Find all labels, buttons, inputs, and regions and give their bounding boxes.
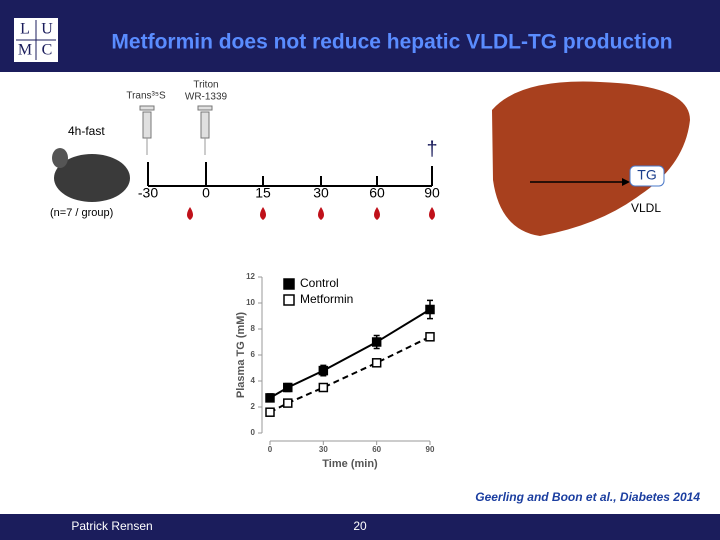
marker xyxy=(265,407,275,417)
header-bar xyxy=(0,0,720,72)
x-tick-label: 60 xyxy=(372,445,381,454)
marker xyxy=(283,398,293,408)
y-tick-label: 4 xyxy=(251,376,256,385)
mouse xyxy=(54,154,130,202)
x-axis-label: Time (min) xyxy=(322,458,378,470)
marker xyxy=(371,337,382,347)
timepoint-label: -30 xyxy=(138,185,158,201)
x-tick-label: 0 xyxy=(268,445,273,454)
inhibitor-label: Triton xyxy=(193,80,218,91)
timepoint-label: 90 xyxy=(424,185,440,201)
legend-swatch xyxy=(283,278,295,290)
series-line xyxy=(269,335,431,414)
logo-letter: U xyxy=(41,21,53,38)
chart: 0 2 4 6 8 10 12 0 30 60 90 Plasma TG (mM) Time (min)… xyxy=(235,272,435,470)
dagger: † xyxy=(426,138,437,160)
timepoint-label: 60 xyxy=(369,185,385,201)
y-tick-label: 10 xyxy=(246,298,255,307)
marker xyxy=(265,393,275,403)
y-tick-label: 12 xyxy=(246,272,255,281)
liver xyxy=(492,81,690,236)
timepoint-label: 15 xyxy=(255,185,271,201)
logo-letter: C xyxy=(42,42,53,59)
x-tick-label: 30 xyxy=(319,445,328,454)
timepoint-label: 0 xyxy=(202,185,210,201)
marker xyxy=(283,382,293,393)
page-number: 20 xyxy=(353,519,367,533)
legend-label: Control xyxy=(300,276,339,290)
arrow-head xyxy=(622,178,630,186)
marker xyxy=(425,304,435,315)
syringe xyxy=(139,105,213,139)
slide-title: Metformin does not reduce hepatic VLDL-T… xyxy=(111,31,672,54)
y-tick-label: 2 xyxy=(251,402,256,411)
legend-label: Metformin xyxy=(300,292,353,306)
marker xyxy=(318,365,329,376)
marker xyxy=(318,382,329,393)
x-tick-label: 90 xyxy=(426,445,435,454)
mouse-ear xyxy=(52,148,68,168)
particle-label: VLDL xyxy=(631,201,661,215)
blood-drops xyxy=(187,207,435,220)
product-label: TG xyxy=(637,167,656,183)
tracer-label: Trans³⁵S xyxy=(126,91,166,102)
timeline-ticks xyxy=(147,162,433,186)
fasting-label: 4h-fast xyxy=(68,124,105,138)
y-tick-label: 6 xyxy=(251,350,256,359)
y-tick-label: 8 xyxy=(251,324,256,333)
logo-letter: L xyxy=(20,21,30,38)
footer-bar xyxy=(0,514,720,540)
inhibitor-label: WR-1339 xyxy=(185,92,228,103)
series-line xyxy=(269,308,431,399)
group-label: (n=7 / group) xyxy=(50,207,113,219)
y-tick-label: 0 xyxy=(251,428,256,437)
marker xyxy=(371,358,382,368)
tg-box xyxy=(629,165,665,187)
citation: Geerling and Boon et al., Diabetes 2014 xyxy=(475,490,700,504)
footer-author: Patrick Rensen xyxy=(71,519,152,533)
legend-swatch xyxy=(283,294,295,306)
timepoint-label: 30 xyxy=(313,185,329,201)
logo-letter: M xyxy=(18,42,32,59)
y-axis-label: Plasma TG (mM) xyxy=(235,312,247,399)
marker xyxy=(425,332,435,342)
